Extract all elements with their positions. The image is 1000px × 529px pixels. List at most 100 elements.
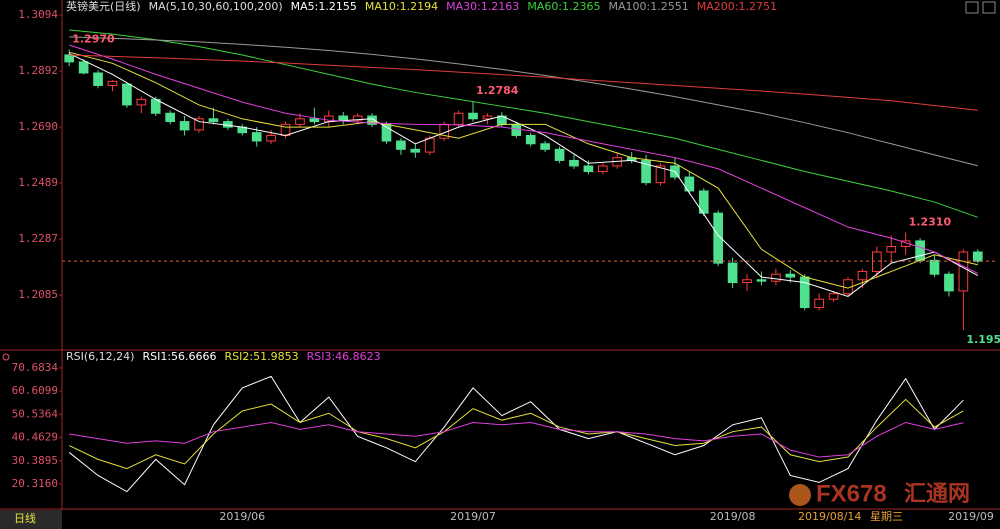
- line-series: [69, 421, 964, 458]
- legend-entry: MA10:1.2194: [365, 0, 438, 13]
- candle-body: [424, 137, 435, 153]
- candle-body: [93, 72, 103, 86]
- line-series: [69, 51, 978, 289]
- chart-title: RSI(6,12,24): [66, 350, 134, 363]
- y-tick-label: 1.2287: [18, 232, 58, 245]
- legend-entry: MA30:1.2163: [446, 0, 519, 13]
- annotation: 1.2970: [72, 32, 115, 45]
- panel-icon: [2, 353, 10, 361]
- y-tick-label: 30.3895: [12, 454, 58, 467]
- candle-body: [266, 134, 276, 142]
- candle-body: [641, 159, 651, 184]
- candle-body: [756, 279, 767, 282]
- legend-entry: MA200:1.2751: [697, 0, 777, 13]
- legend-entry: MA5:1.2155: [291, 0, 357, 13]
- candle-body: [194, 118, 204, 131]
- legend-entry: RSI3:46.8623: [307, 350, 381, 363]
- cursor-weekday: 星期三: [870, 510, 903, 523]
- candle-body: [872, 251, 882, 272]
- window-icon[interactable]: [965, 1, 979, 14]
- y-tick-label: 60.6099: [12, 384, 58, 397]
- annotation: 1.1959: [966, 333, 1000, 346]
- candle-body: [223, 121, 233, 128]
- candle-body: [944, 273, 954, 292]
- candle-body: [684, 176, 695, 192]
- annotation: 1.2310: [909, 216, 952, 229]
- x-tick-label: 2019/09: [948, 510, 994, 523]
- candle-body: [785, 273, 796, 278]
- candle-body: [569, 159, 579, 167]
- line-series: [68, 375, 964, 493]
- candle-body: [179, 121, 190, 131]
- candle-body: [453, 112, 464, 125]
- candle-body: [857, 270, 868, 281]
- candle-body: [482, 115, 493, 120]
- candle-body: [136, 98, 147, 106]
- line-series: [69, 54, 978, 111]
- y-tick-label: 40.4629: [12, 431, 58, 444]
- candle-body: [367, 115, 377, 125]
- candle-body: [929, 259, 940, 275]
- candle-body: [742, 279, 752, 284]
- indicator-label: MA(5,10,30,60,100,200): [149, 0, 283, 13]
- candle-body: [64, 54, 75, 63]
- x-tick-label: 2019/07: [450, 510, 496, 523]
- candle-body: [958, 251, 969, 292]
- candle-body: [915, 240, 925, 261]
- y-tick-label: 1.2892: [18, 64, 58, 77]
- legend-entry: MA100:1.2551: [609, 0, 689, 13]
- line-series: [68, 53, 979, 297]
- cursor-date: 2019/08/14: [798, 510, 861, 523]
- candle-body: [655, 165, 666, 184]
- candle-body: [280, 123, 291, 136]
- y-tick-label: 20.3160: [12, 477, 58, 490]
- line-series: [69, 29, 978, 218]
- candle-body: [208, 118, 219, 123]
- y-tick-label: 1.3094: [18, 8, 58, 21]
- chart-title: 英镑美元(日线): [66, 0, 141, 13]
- candle-body: [828, 293, 839, 300]
- tab-label[interactable]: 日线: [14, 511, 36, 525]
- candle-body: [251, 132, 262, 142]
- candle-body: [713, 212, 724, 264]
- watermark-brand: FX678: [816, 480, 887, 507]
- candle-body: [771, 273, 781, 282]
- watermark: FX678 汇通网: [789, 480, 970, 507]
- line-series: [69, 44, 979, 274]
- watermark-logo: [789, 484, 811, 506]
- candle-body: [122, 83, 132, 106]
- window-icon[interactable]: [982, 1, 996, 14]
- candle-body: [78, 61, 89, 74]
- legend-entry: RSI2:51.9853: [225, 350, 299, 363]
- candle-body: [309, 118, 320, 123]
- candle-body: [468, 112, 478, 120]
- candle-body: [525, 134, 536, 145]
- watermark-name: 汇通网: [904, 482, 970, 507]
- x-tick-label: 2019/06: [219, 510, 265, 523]
- candle-body: [814, 298, 824, 309]
- candle-body: [554, 148, 565, 161]
- y-tick-label: 1.2690: [18, 120, 58, 133]
- candle-body: [597, 165, 608, 173]
- candle-body: [799, 276, 810, 309]
- candle-body: [698, 190, 709, 214]
- candle-body: [727, 262, 738, 284]
- legend-entry: MA60:1.2365: [527, 0, 600, 13]
- y-tick-label: 70.6834: [12, 361, 59, 374]
- line-series: [68, 398, 964, 470]
- candle-body: [886, 245, 897, 253]
- tab[interactable]: [0, 510, 62, 529]
- annotation: 1.2784: [476, 84, 519, 97]
- y-tick-label: 50.5364: [12, 407, 59, 420]
- y-tick-label: 1.2489: [18, 176, 58, 189]
- candle-body: [583, 165, 594, 173]
- candle-body: [396, 140, 406, 150]
- candle-body: [165, 112, 175, 123]
- candle-body: [410, 148, 421, 153]
- y-tick-label: 1.2085: [18, 288, 58, 301]
- candle-body: [107, 80, 118, 86]
- candle-body: [540, 143, 550, 150]
- candle-body: [295, 118, 305, 125]
